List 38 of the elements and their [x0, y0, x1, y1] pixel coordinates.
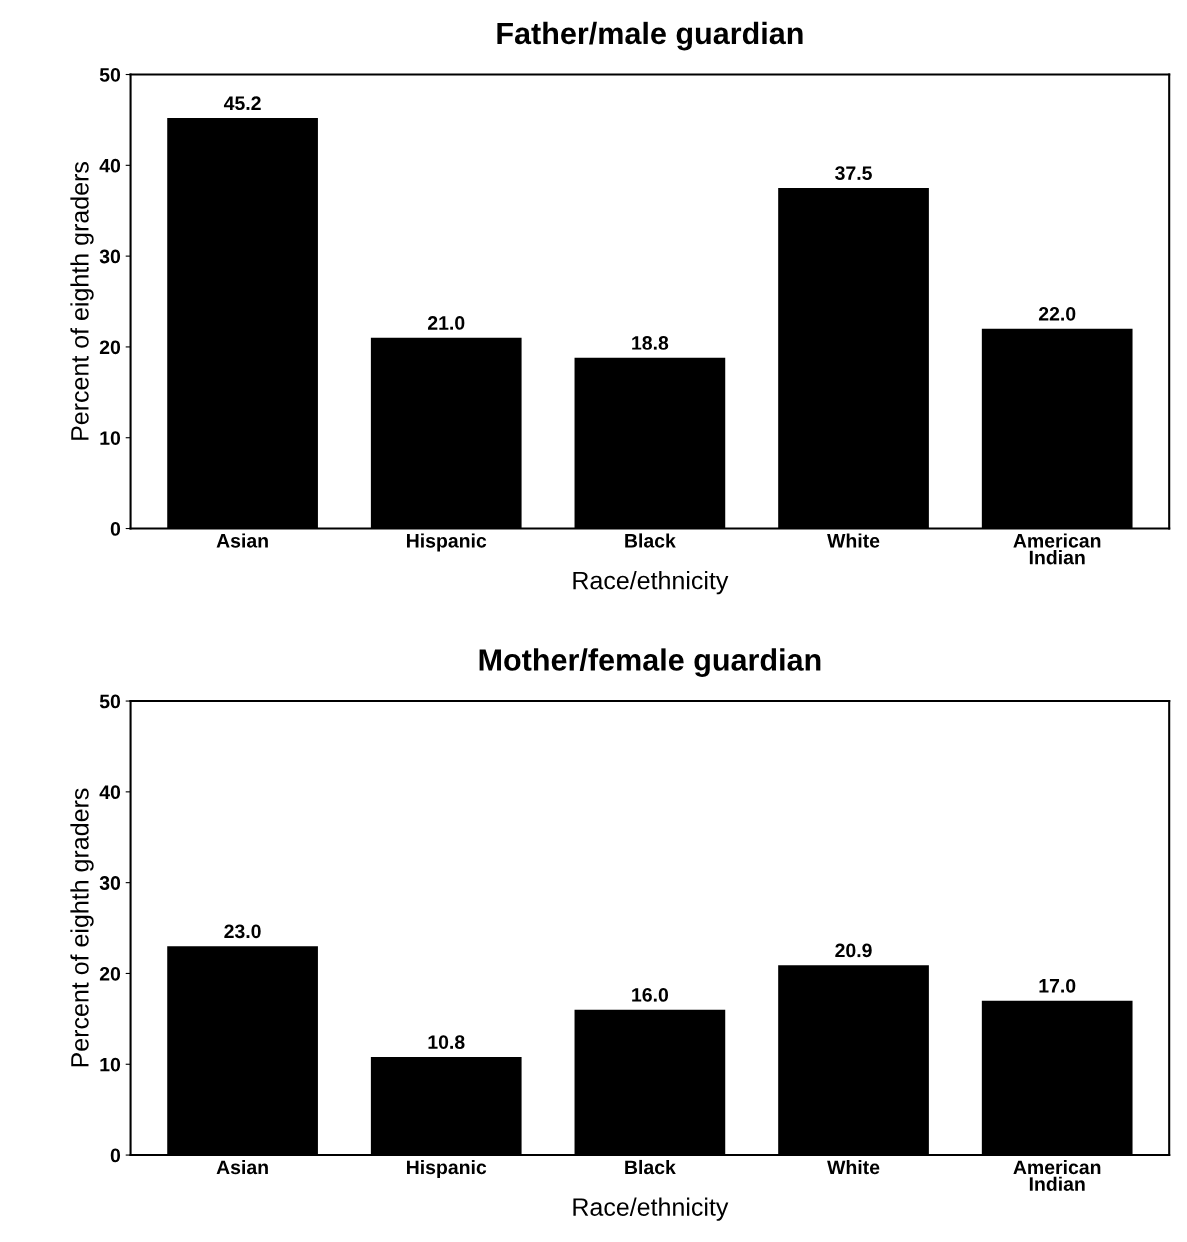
y-tick-label: 40: [99, 158, 121, 173]
y-tick-label: 40: [99, 785, 121, 800]
data-label: 37.5: [835, 166, 872, 181]
data-label: 21.0: [427, 316, 465, 330]
y-tick-label: 10: [100, 431, 121, 445]
data-label: 10.8: [428, 1035, 465, 1049]
x-tick-label: Hispanic: [407, 533, 487, 552]
y-axis-title: Percent of eighth graders: [70, 788, 94, 1067]
data-label: 20.9: [835, 943, 872, 958]
y-tick-label: 50: [99, 694, 121, 709]
data-label: 23.0: [224, 924, 261, 939]
x-tick-label: White: [827, 1159, 880, 1175]
x-axis-title: Race/ethnicity: [573, 1197, 729, 1221]
data-label: 18.8: [632, 336, 669, 350]
x-tick-label: American Indian: [1013, 1159, 1101, 1191]
x-axis-title: Race/ethnicity: [573, 571, 729, 595]
x-tick-label: Asian: [216, 533, 268, 548]
data-label: 22.0: [1038, 306, 1076, 321]
y-tick-label: 0: [110, 522, 121, 536]
x-tick-label: American Indian: [1013, 533, 1101, 565]
y-tick-label: 0: [110, 1148, 121, 1163]
x-tick-label: Black: [625, 533, 676, 548]
chart-title: Mother/female guardian: [479, 648, 821, 677]
y-tick-label: 10: [100, 1057, 121, 1072]
y-axis-title: Percent of eighth graders: [70, 162, 94, 440]
x-tick-label: Black: [625, 1159, 676, 1175]
y-tick-label: 30: [99, 249, 121, 264]
y-tick-label: 20: [99, 966, 121, 981]
y-tick-label: 20: [99, 340, 121, 355]
chart-title: Father/male guardian: [497, 21, 803, 51]
data-label: 45.2: [223, 96, 261, 111]
y-tick-label: 30: [99, 876, 121, 890]
x-tick-label: Hispanic: [407, 1159, 487, 1179]
y-tick-label: 50: [99, 67, 121, 82]
x-tick-label: Asian: [216, 1159, 268, 1175]
data-label: 17.0: [1039, 978, 1076, 993]
x-tick-label: White: [827, 533, 880, 548]
data-label: 16.0: [632, 988, 669, 1002]
